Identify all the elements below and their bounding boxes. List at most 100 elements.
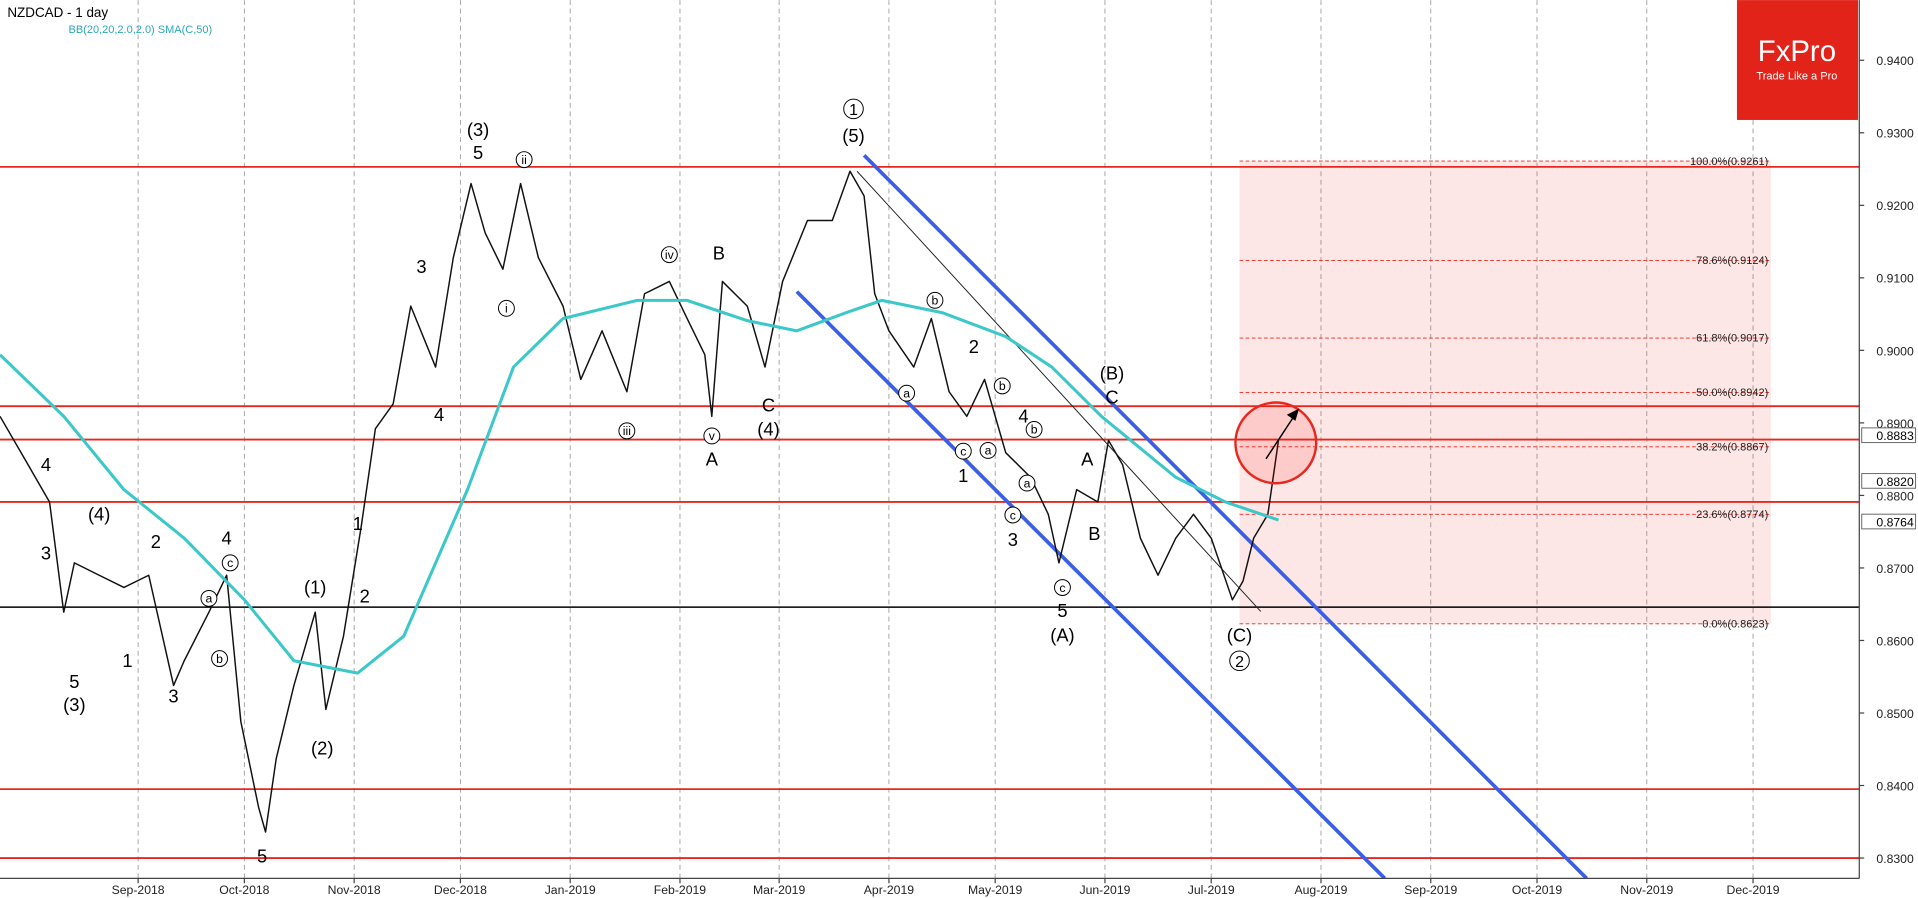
y-tick-label: 0.8600 <box>1876 634 1914 648</box>
wave-label: 1 <box>958 465 968 486</box>
wave-label: (4) <box>88 503 110 524</box>
wave-label: 5 <box>473 142 483 163</box>
trendline <box>795 290 1387 879</box>
logo-tagline: Trade Like a Pro <box>1756 71 1837 83</box>
x-tick-label: Sep-2019 <box>1404 883 1457 897</box>
wave-circle <box>660 246 678 264</box>
wave-label: 4 <box>1018 405 1028 426</box>
wave-label: a <box>1024 476 1031 490</box>
wave-label: 3 <box>41 543 51 564</box>
wave-label: 2 <box>151 531 161 552</box>
wave-label: (3) <box>63 694 85 715</box>
x-tick-label: May-2019 <box>968 883 1023 897</box>
fib-label: 50.0%(0.8942) <box>1696 387 1768 399</box>
wave-label: 2 <box>969 336 979 357</box>
wave-label: 1 <box>122 650 132 671</box>
wave-circle <box>1018 474 1036 492</box>
wave-label: ii <box>521 153 526 167</box>
wave-label: v <box>709 429 716 443</box>
x-tick-label: Apr-2019 <box>864 883 914 897</box>
x-tick-label: Oct-2018 <box>219 883 269 897</box>
wave-label: i <box>505 302 508 316</box>
wave-circle <box>979 442 997 459</box>
indicator-label: BB(20,20,2.0,2.0) SMA(C,50) <box>69 24 213 36</box>
price-marker-label: 0.8883 <box>1876 429 1914 443</box>
wave-label: 1 <box>849 102 858 119</box>
x-tick-label: Nov-2018 <box>328 883 381 897</box>
y-tick-label: 0.8800 <box>1876 489 1914 503</box>
wave-label: A <box>1081 448 1094 469</box>
wave-label: 3 <box>168 685 178 706</box>
wave-label: 4 <box>222 527 232 548</box>
x-tick-label: Aug-2019 <box>1294 883 1347 897</box>
y-tick-label: 0.8400 <box>1876 779 1914 793</box>
y-tick-label: 0.9300 <box>1876 127 1914 141</box>
wave-label: b <box>1031 423 1038 437</box>
x-tick-label: Dec-2018 <box>434 883 487 897</box>
wave-label: a <box>985 444 992 458</box>
wave-label: 2 <box>1235 654 1244 671</box>
price-marker-box <box>1861 473 1917 489</box>
wave-label: c <box>1059 581 1065 595</box>
wave-circle <box>926 291 944 309</box>
x-tick-label: Feb-2019 <box>654 883 707 897</box>
wave-label: 4 <box>41 454 51 475</box>
wave-circle <box>954 442 972 460</box>
x-tick-label: Sep-2018 <box>112 883 165 897</box>
fib-label: 78.6%(0.9124) <box>1696 255 1768 267</box>
wave-label: (3) <box>467 119 489 140</box>
wave-label: iv <box>665 248 675 262</box>
wave-circle <box>515 151 533 169</box>
wave-label: (5) <box>842 125 864 146</box>
wave-label: (4) <box>757 419 779 440</box>
y-tick-label: 0.9100 <box>1876 272 1914 286</box>
wave-label: C <box>1105 387 1118 408</box>
x-tick-label: Nov-2019 <box>1620 883 1673 897</box>
sma-line <box>0 298 1279 675</box>
wave-label: c <box>960 444 966 458</box>
wave-label: 3 <box>416 256 426 277</box>
x-tick-label: Mar-2019 <box>753 883 805 897</box>
wave-label: c <box>1010 508 1016 522</box>
chart-title: NZDCAD - 1 day <box>7 5 108 20</box>
fib-label: 23.6%(0.8774) <box>1696 509 1768 521</box>
wave-label: B <box>713 242 725 263</box>
y-tick-label: 0.8700 <box>1876 562 1914 576</box>
wave-circle <box>200 589 218 607</box>
price-marker-label: 0.8764 <box>1876 515 1914 529</box>
y-tick-label: 0.8300 <box>1876 852 1914 866</box>
wave-label: b <box>932 294 939 308</box>
x-tick-label: Jan-2019 <box>545 883 596 897</box>
wave-label: c <box>227 556 233 570</box>
fib-label: 61.8%(0.9017) <box>1696 333 1768 345</box>
wave-circle <box>618 422 636 440</box>
wave-circle <box>843 98 864 120</box>
wave-label: 5 <box>69 671 79 692</box>
wave-circle <box>1229 650 1250 672</box>
x-tick-label: Jun-2019 <box>1079 883 1130 897</box>
wave-circle <box>211 650 229 668</box>
logo-name: FxPro <box>1758 35 1836 68</box>
trendline <box>862 153 1588 879</box>
wave-circle <box>221 554 239 572</box>
wave-label: 5 <box>257 846 267 867</box>
logo-box <box>1736 0 1859 120</box>
wave-label: 2 <box>360 585 370 606</box>
wave-label: 3 <box>1008 529 1018 550</box>
wave-label: iii <box>623 424 631 438</box>
x-tick-label: Dec-2019 <box>1727 883 1780 897</box>
arrow-head <box>1286 408 1300 421</box>
wave-label: B <box>1088 523 1100 544</box>
trendline <box>856 170 1262 612</box>
wave-label: A <box>706 448 719 469</box>
plot-area: 100.0%(0.9261) 78.6%(0.9124) 61.8%(0.9017)… <box>0 0 1860 879</box>
y-tick-label: 0.8500 <box>1876 707 1914 721</box>
price-marker-box <box>1861 427 1917 444</box>
wave-label: b <box>216 652 223 666</box>
wave-label: (A) <box>1050 625 1074 646</box>
wave-label: (C) <box>1227 625 1252 646</box>
wave-label: 1 <box>353 513 363 534</box>
wave-label: b <box>999 379 1006 393</box>
